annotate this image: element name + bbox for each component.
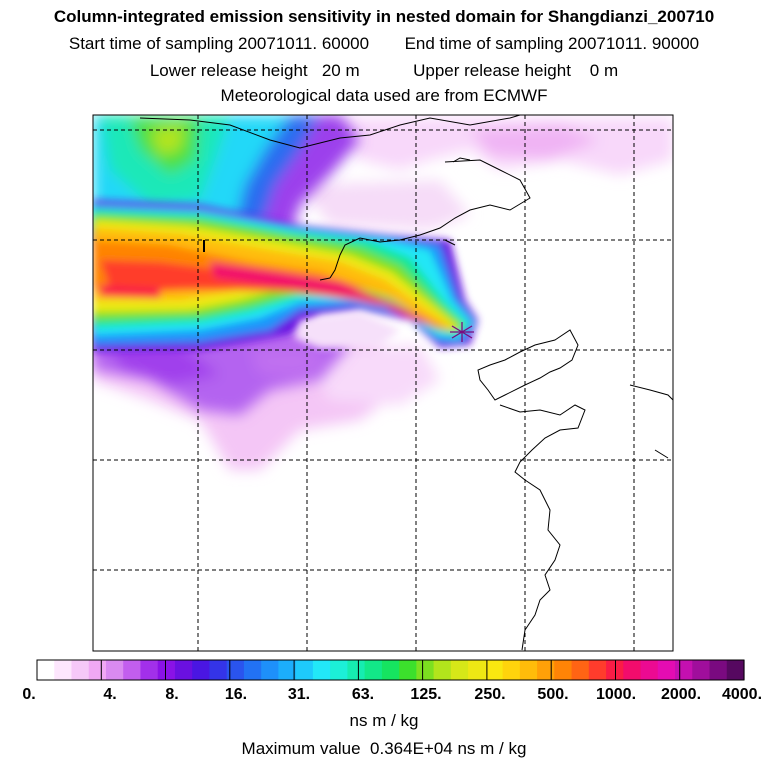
colorbar-swatch <box>485 660 504 680</box>
colorbar-swatch <box>105 660 124 680</box>
colorbar-tick-label: 4. <box>103 686 117 703</box>
colorbar-swatch <box>657 660 676 680</box>
colorbar-tick-label: 16. <box>224 686 248 703</box>
colorbar-tick-label: 8. <box>165 686 179 703</box>
colorbar-swatch <box>726 660 745 680</box>
colorbar-swatch <box>140 660 159 680</box>
colorbar-swatch <box>416 660 435 680</box>
colorbar-swatch <box>588 660 607 680</box>
colorbar-tick-label: 31. <box>287 686 311 703</box>
end-time-label: End time of sampling 20071011. 90000 <box>404 34 700 53</box>
colorbar-tick-label: 1000. <box>595 686 637 703</box>
colorbar-swatch <box>519 660 538 680</box>
colorbar-tick-label: 2000. <box>660 686 702 703</box>
colorbar-swatch <box>692 660 711 680</box>
colorbar-swatch <box>623 660 642 680</box>
colorbar-tick-label: 0. <box>22 686 36 703</box>
coastlines <box>139 115 673 651</box>
colorbar-swatch <box>261 660 280 680</box>
colorbar-tick-label: 63. <box>351 686 375 703</box>
colorbar-tick-label: 4000. <box>721 686 763 703</box>
colorbar-swatch <box>88 660 107 680</box>
colorbar-frame <box>36 659 745 681</box>
colorbar-swatch <box>71 660 90 680</box>
colorbar-swatch <box>330 660 348 680</box>
colorbar-swatch <box>295 660 314 680</box>
colorbar-swatch <box>381 660 400 680</box>
colorbar-swatch <box>399 660 417 680</box>
colorbar-swatch <box>209 660 228 680</box>
map-title: Column-integrated emission sensitivity i… <box>53 7 715 26</box>
colorbar-swatch <box>192 660 211 680</box>
colorbar-swatch <box>571 660 590 680</box>
colorbar-swatch <box>606 660 624 680</box>
map-frame <box>92 114 674 652</box>
colorbar-swatch <box>347 660 366 680</box>
maximum-value: Maximum value 0.364E+04 ns m / kg <box>241 739 527 758</box>
colorbar-swatch <box>312 660 331 680</box>
upper-release-label: Upper release height 0 m <box>413 61 619 80</box>
colorbar-swatch <box>157 660 176 680</box>
colorbar-swatch <box>243 660 262 680</box>
colorbar-swatch <box>468 660 486 680</box>
colorbar-tick-label: 250. <box>474 686 506 703</box>
plume-gap <box>295 312 400 348</box>
colorbar <box>37 660 745 680</box>
met-data-label: Meteorological data used are from ECMWF <box>220 86 548 105</box>
colorbar-swatch <box>364 660 383 680</box>
colorbar-swatch <box>502 660 521 680</box>
colorbar-swatch <box>450 660 469 680</box>
colorbar-swatch <box>675 660 693 680</box>
release-heights: Lower release height 20 m Upper release … <box>0 61 768 81</box>
colorbar-unit: ns m / kg <box>349 711 419 730</box>
colorbar-tick-label: 125. <box>410 686 442 703</box>
colorbar-swatch <box>54 660 73 680</box>
colorbar-swatch <box>174 660 193 680</box>
lower-release-label: Lower release height 20 m <box>149 61 360 80</box>
colorbar-swatch <box>278 660 297 680</box>
colorbar-swatch <box>433 660 452 680</box>
colorbar-swatch <box>226 660 245 680</box>
colorbar-swatch <box>554 660 573 680</box>
sampling-times: Start time of sampling 20071011. 60000 E… <box>0 34 768 54</box>
start-time-label: Start time of sampling 20071011. 60000 <box>68 34 370 53</box>
sensitivity-field <box>93 115 673 651</box>
colorbar-swatch <box>37 660 55 680</box>
colorbar-swatch <box>709 660 728 680</box>
colorbar-swatch <box>123 660 142 680</box>
receptor-marker <box>450 322 474 342</box>
graticule <box>93 115 673 651</box>
colorbar-tick-label: 500. <box>537 686 569 703</box>
colorbar-swatch <box>537 660 555 680</box>
colorbar-swatch <box>640 660 659 680</box>
